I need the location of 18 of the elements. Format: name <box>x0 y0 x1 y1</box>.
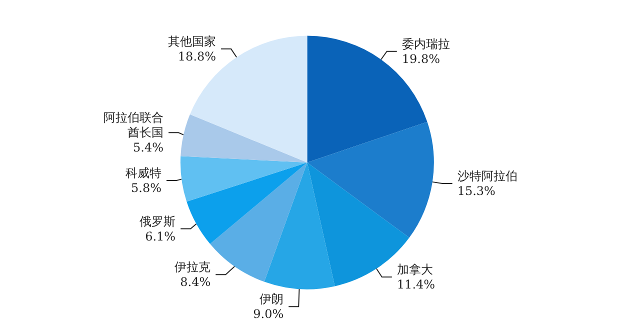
data-label: 5.8% <box>131 180 162 195</box>
data-label: 15.3% <box>457 184 496 198</box>
slice-label: 伊拉克 <box>174 260 211 274</box>
data-label: 9.0% <box>253 307 284 322</box>
slice-label: 伊朗 <box>260 292 284 306</box>
slice-label: 沙特阿拉伯 <box>457 168 518 183</box>
data-label: 8.4% <box>180 275 211 290</box>
data-label: 19.8% <box>402 52 440 66</box>
slice-label: 加拿大 <box>396 262 433 277</box>
slice-label: 科威特 <box>126 166 162 180</box>
data-label: 6.1% <box>145 229 176 244</box>
data-label: 18.8% <box>178 49 216 64</box>
data-label: 11.4% <box>396 278 436 292</box>
slice-label: 委内瑞拉 <box>402 36 450 51</box>
slice-label: 阿拉伯联合酋长国 <box>104 110 164 140</box>
data-label: 5.4% <box>133 140 164 155</box>
slice-label: 俄罗斯 <box>140 214 176 228</box>
slice-label: 其他国家 <box>168 34 216 48</box>
